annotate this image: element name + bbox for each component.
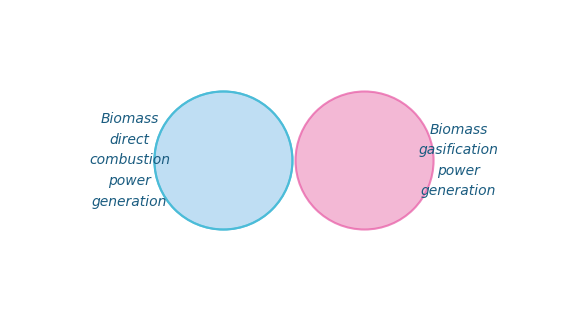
Ellipse shape: [296, 91, 433, 230]
Ellipse shape: [155, 91, 292, 230]
Text: Biomass
gasification
power
generation: Biomass gasification power generation: [419, 123, 499, 198]
Text: Biomass
direct
combustion
power
generation: Biomass direct combustion power generati…: [89, 112, 170, 209]
